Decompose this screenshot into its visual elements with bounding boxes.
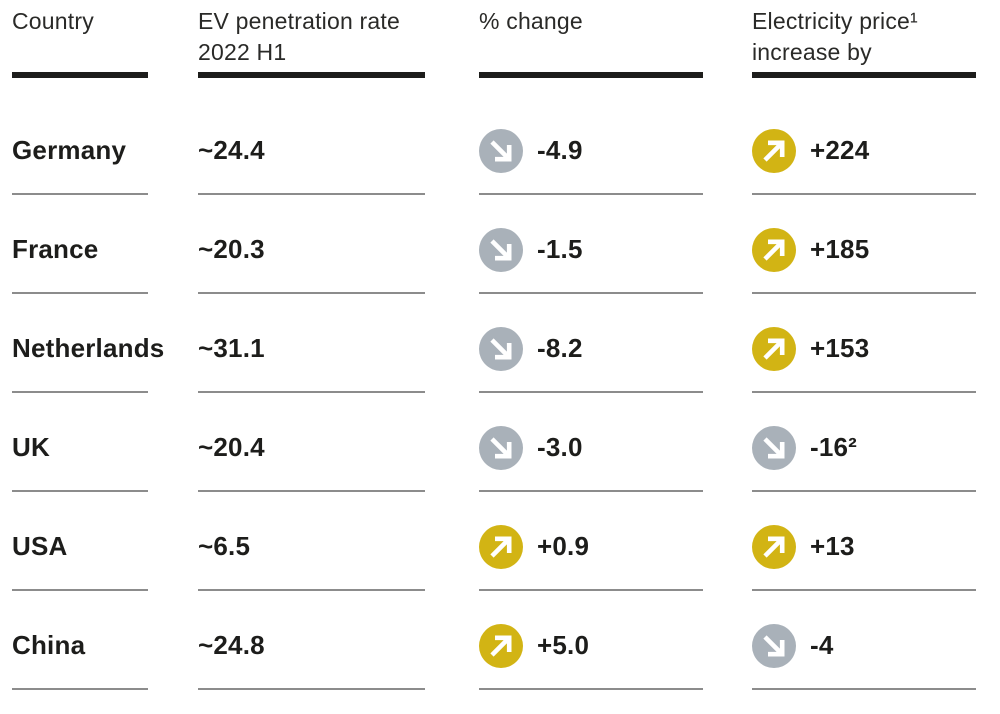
table-row-elec-cell: -16² [752,393,988,492]
arrow-up-right-icon [479,524,523,569]
table-row-country-cell: UK [12,393,198,492]
row-separator [12,688,148,690]
row-separator [198,193,425,195]
column-header-ev-penetration-rate: EV penetration rate 2022 H1 [198,0,479,96]
column-header-label: Country [12,8,94,34]
row-separator [479,193,703,195]
country-label: USA [12,531,68,561]
table-row-country-cell: Germany [12,96,198,195]
country-label: China [12,630,86,660]
column-header-pct-change: % change [479,0,752,96]
electricity-price-value: -16² [810,432,858,462]
arrow-down-right-icon [752,623,796,668]
country-label: Netherlands [12,333,165,363]
pct-change-value: -8.2 [537,333,583,363]
ev-rate-value: ~20.3 [198,234,265,264]
arrow-up-right-icon [752,227,796,272]
table-row-elec-cell: +13 [752,492,988,591]
row-separator [752,490,976,492]
pct-change-value: -1.5 [537,234,583,264]
row-separator [198,391,425,393]
column-header-country: Country [12,0,198,96]
row-separator [752,589,976,591]
ev-rate-value: ~6.5 [198,531,251,561]
country-label: France [12,234,99,264]
table-row-pct-cell: -1.5 [479,195,752,294]
electricity-price-value: +185 [810,234,870,264]
country-label: Germany [12,135,127,165]
table-row-ev-cell: ~24.4 [198,96,479,195]
ev-rate-value: ~24.4 [198,135,265,165]
row-separator [12,193,148,195]
table-row-ev-cell: ~31.1 [198,294,479,393]
table-row-ev-cell: ~20.3 [198,195,479,294]
ev-rate-value: ~24.8 [198,630,265,660]
table-row-pct-cell: +0.9 [479,492,752,591]
row-separator [752,391,976,393]
arrow-up-right-icon [479,623,523,668]
electricity-price-value: +13 [810,531,855,561]
row-separator [752,292,976,294]
table-row-country-cell: Netherlands [12,294,198,393]
ev-penetration-table: Country EV penetration rate 2022 H1 % ch… [12,0,988,690]
arrow-down-right-icon [479,326,523,371]
header-rule [198,72,425,78]
arrow-down-right-icon [479,425,523,470]
table-row-elec-cell: -4 [752,591,988,690]
arrow-up-right-icon [752,524,796,569]
pct-change-value: -4.9 [537,135,583,165]
electricity-price-value: +224 [810,135,870,165]
row-separator [479,490,703,492]
column-header-label: % change [479,8,583,34]
table-row-ev-cell: ~24.8 [198,591,479,690]
country-label: UK [12,432,50,462]
row-separator [752,193,976,195]
table-row-country-cell: China [12,591,198,690]
electricity-price-value: +153 [810,333,870,363]
table-row-pct-cell: -4.9 [479,96,752,195]
electricity-price-value: -4 [810,630,834,660]
table-row-pct-cell: -3.0 [479,393,752,492]
row-separator [198,292,425,294]
table-row-elec-cell: +185 [752,195,988,294]
column-header-electricity-price: Electricity price¹ increase by [752,0,988,96]
table-row-pct-cell: +5.0 [479,591,752,690]
row-separator [12,589,148,591]
table-row-country-cell: USA [12,492,198,591]
row-separator [198,688,425,690]
column-header-label: EV penetration rate 2022 H1 [198,8,400,65]
arrow-down-right-icon [479,227,523,272]
arrow-down-right-icon [752,425,796,470]
row-separator [12,391,148,393]
row-separator [198,490,425,492]
row-separator [12,292,148,294]
header-rule [752,72,976,78]
row-separator [479,589,703,591]
arrow-up-right-icon [752,128,796,173]
header-rule [479,72,703,78]
row-separator [12,490,148,492]
table-row-pct-cell: -8.2 [479,294,752,393]
table-row-elec-cell: +224 [752,96,988,195]
pct-change-value: -3.0 [537,432,583,462]
arrow-down-right-icon [479,128,523,173]
row-separator [479,391,703,393]
pct-change-value: +5.0 [537,630,590,660]
column-header-label: Electricity price¹ increase by [752,8,918,65]
ev-rate-value: ~31.1 [198,333,265,363]
row-separator [198,589,425,591]
arrow-up-right-icon [752,326,796,371]
table-row-ev-cell: ~20.4 [198,393,479,492]
table-row-country-cell: France [12,195,198,294]
ev-rate-value: ~20.4 [198,432,265,462]
row-separator [479,292,703,294]
table-row-ev-cell: ~6.5 [198,492,479,591]
pct-change-value: +0.9 [537,531,590,561]
table-row-elec-cell: +153 [752,294,988,393]
row-separator [479,688,703,690]
row-separator [752,688,976,690]
header-rule [12,72,148,78]
